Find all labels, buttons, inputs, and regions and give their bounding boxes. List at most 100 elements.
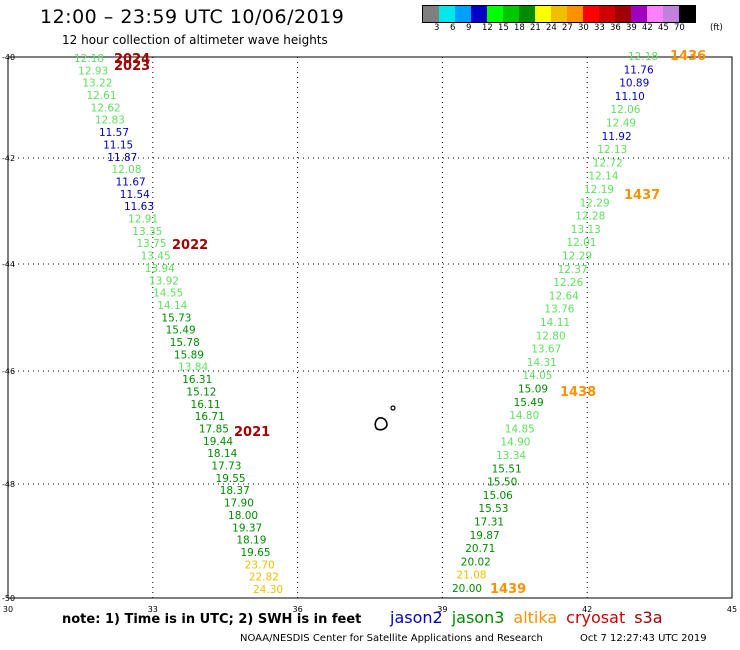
wave-height-value: 13.34 [496,450,526,462]
longitude-label: 33 [148,605,158,614]
wave-height-value: 12.18 [628,51,658,63]
wave-height-value: 12.26 [553,277,583,289]
wave-height-value: 10.89 [619,78,649,90]
wave-height-value: 15.50 [487,477,517,489]
color-scale-swatch [567,6,583,22]
legend-item-altika: altika [513,608,558,627]
color-scale-label: 9 [466,23,472,33]
wave-height-value: 12.37 [558,264,588,276]
wave-height-value: 12.64 [549,290,579,302]
wave-height-value: 19.55 [216,473,246,485]
color-scale-swatch [455,6,471,22]
color-scale-swatch [583,6,599,22]
legend-item-jason3: jason3 [451,608,505,627]
color-scale-label: 42 [642,23,653,33]
wave-height-value: 12.61 [86,90,116,102]
color-scale-label: 12 [482,23,493,33]
wave-height-value: 12.49 [606,118,636,130]
color-scale-label: 39 [626,23,637,33]
wave-height-value: 13.35 [132,226,162,238]
longitude-label: 42 [582,605,592,614]
color-scale-swatch [679,6,695,22]
map-frame [7,56,733,599]
wave-height-value: 15.49 [166,325,196,337]
wave-height-value: 13.94 [145,263,175,275]
footer-note: note: 1) Time is in UTC; 2) SWH is in fe… [62,612,362,627]
wave-height-value: 11.10 [615,91,645,103]
map-grid [7,56,733,599]
color-scale-label: 24 [546,23,557,33]
color-scale-label: 21 [530,23,541,33]
page-subtitle: 12 hour collection of altimeter wave hei… [62,33,328,47]
latitude-label: -40 [2,53,15,62]
pass-number-label: 2023 [114,59,150,74]
wave-height-value: 15.53 [478,503,508,515]
wave-height-value: 13.84 [178,362,208,374]
latitude-label: -44 [2,260,15,269]
longitude-label: 45 [727,605,737,614]
pass-number-label: 1439 [490,582,526,597]
color-scale-label: 18 [514,23,525,33]
wave-height-value: 13.22 [82,78,112,90]
wave-height-value: 11.15 [103,139,133,151]
wave-height-value: 17.85 [199,423,229,435]
wave-height-value: 12.80 [536,330,566,342]
wave-height-value: 17.31 [474,517,504,529]
wave-height-value: 11.92 [602,131,632,143]
generation-timestamp: Oct 7 12:27:43 UTC 2019 [580,633,707,644]
wave-height-value: 14.11 [540,317,570,329]
wave-height-value: 15.89 [174,349,204,361]
wave-height-value: 16.11 [191,399,221,411]
wave-height-value: 18.14 [207,448,237,460]
color-scale-unit: (ft) [710,23,723,33]
color-scale-bar [422,5,696,23]
wave-height-value: 16.71 [195,411,225,423]
wave-height-value: 14.90 [500,437,530,449]
wave-height-value: 13.67 [531,344,561,356]
wave-height-value: 14.85 [505,423,535,435]
color-scale-swatch [503,6,519,22]
wave-height-value: 12.06 [610,104,640,116]
wave-height-value: 12.62 [91,102,121,114]
wave-height-value: 22.82 [249,572,279,584]
wave-height-value: 19.65 [241,547,271,559]
pass-number-label: 1438 [560,385,596,400]
wave-height-value: 20.00 [452,583,482,595]
wave-height-value: 15.73 [161,312,191,324]
wave-height-value: 12.29 [562,251,592,263]
pass-number-label: 1437 [624,188,660,203]
color-scale-swatch [487,6,503,22]
wave-height-value: 12.19 [584,184,614,196]
pass-number-label: 2022 [172,238,208,253]
page-title: 12:00 – 23:59 UTC 10/06/2019 [40,6,345,28]
latitude-label: -48 [2,480,15,489]
satellite-legend: jason2 jason3 altika cryosat s3a [390,608,672,627]
wave-height-value: 19.87 [470,530,500,542]
wave-height-value: 12.01 [566,237,596,249]
wave-height-value: 16.31 [182,374,212,386]
color-scale-swatch [519,6,535,22]
credit-line: NOAA/NESDIS Center for Satellite Applica… [240,633,543,644]
wave-height-value: 12.72 [593,157,623,169]
color-scale-swatch [423,6,439,22]
wave-height-value: 13.75 [136,238,166,250]
wave-height-tracks: 12.1812.9313.2212.6112.6212.8311.5711.15… [74,51,658,596]
color-scale-swatch [551,6,567,22]
wave-height-value: 11.57 [99,127,129,139]
wave-height-value: 12.14 [588,171,618,183]
wave-height-value: 12.29 [580,197,610,209]
wave-height-value: 14.80 [509,410,539,422]
wave-height-value: 14.31 [527,357,557,369]
wave-height-value: 19.37 [232,522,262,534]
color-scale-label: 3 [434,23,440,33]
wave-height-value: 13.92 [149,275,179,287]
pass-number-label: 2021 [234,425,270,440]
color-scale-label: 6 [450,23,456,33]
wave-height-value: 15.51 [492,463,522,475]
color-scale-swatch [439,6,455,22]
wave-height-value: 20.02 [461,556,491,568]
color-scale-label: 30 [578,23,589,33]
wave-height-value: 13.13 [571,224,601,236]
wave-height-value: 12.13 [597,144,627,156]
latitude-label: -46 [2,367,15,376]
